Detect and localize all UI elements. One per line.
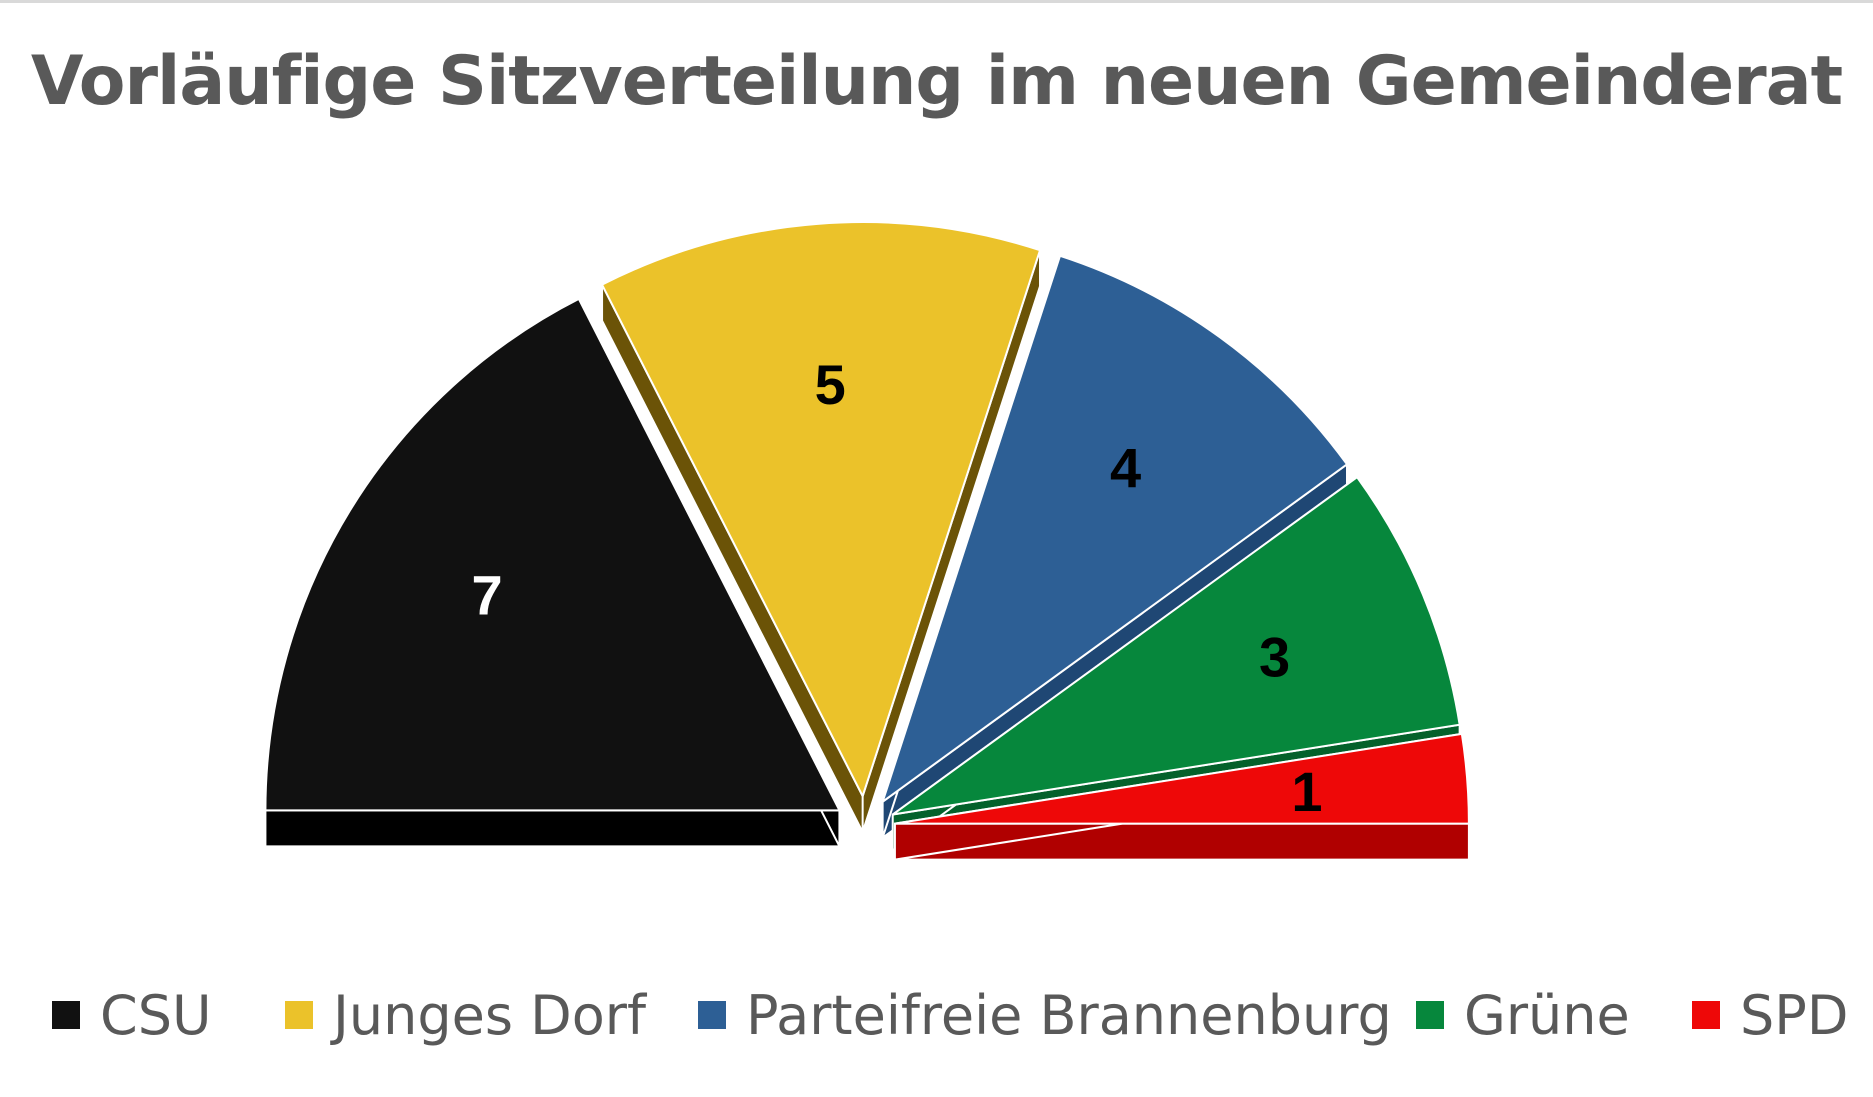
pie-slice-3 [892, 475, 1461, 816]
pie-slice-4 [894, 732, 1470, 825]
top-border [0, 0, 1873, 3]
chart-title: Vorläufige Sitzverteilung im neuen Gemei… [30, 42, 1843, 121]
legend: CSU Junges Dorf Parteifreie Brannenburg … [0, 975, 1873, 1055]
data-label-0: 7 [471, 563, 502, 626]
data-label-1: 5 [815, 353, 846, 416]
legend-item-gruene: Grüne [1416, 975, 1630, 1055]
legend-swatch [698, 1001, 726, 1029]
legend-item-spd: SPD [1692, 975, 1848, 1055]
data-label-3: 3 [1259, 625, 1290, 688]
legend-label: SPD [1740, 983, 1849, 1047]
legend-item-parteifreie-brannenburg: Parteifreie Brannenburg [698, 975, 1392, 1055]
legend-label: Grüne [1464, 983, 1630, 1047]
pie-slice-1 [600, 221, 1042, 799]
pie-slice-0 [264, 297, 842, 812]
legend-label: Parteifreie Brannenburg [746, 983, 1392, 1047]
data-label-2: 4 [1110, 436, 1141, 499]
data-label-4: 1 [1291, 760, 1322, 823]
legend-label: CSU [100, 983, 212, 1047]
legend-swatch [1692, 1001, 1720, 1029]
legend-item-junges-dorf: Junges Dorf [285, 975, 646, 1055]
pie-slice-2 [880, 254, 1349, 805]
legend-label: Junges Dorf [333, 983, 647, 1047]
legend-item-csu: CSU [52, 975, 212, 1055]
legend-swatch [1416, 1001, 1444, 1029]
legend-swatch [52, 1001, 80, 1029]
legend-swatch [285, 1001, 313, 1029]
